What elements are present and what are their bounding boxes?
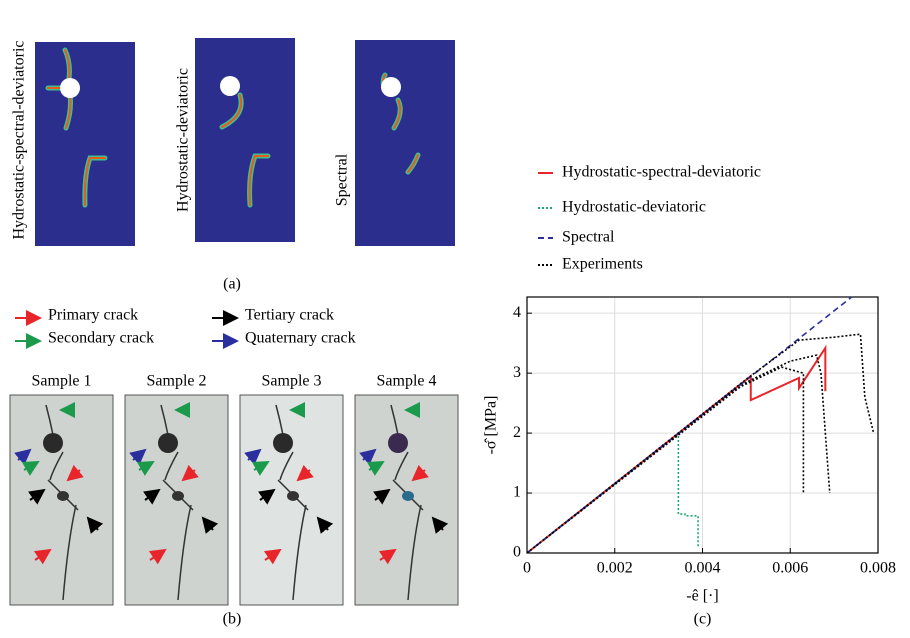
crack-arrow bbox=[66, 464, 84, 482]
y-tick-label: 0 bbox=[513, 544, 521, 561]
x-tick-label: 0.004 bbox=[685, 560, 721, 577]
crack-arrow bbox=[181, 464, 199, 482]
crack bbox=[45, 47, 108, 208]
x-tick-label: 0.008 bbox=[860, 560, 896, 577]
crack-arrow bbox=[14, 448, 32, 466]
sample-label: Sample 2 bbox=[147, 373, 207, 390]
crack-arrow bbox=[296, 464, 314, 482]
crack-arrow bbox=[136, 461, 155, 476]
crack-arrow bbox=[86, 516, 104, 534]
crack-arrow bbox=[21, 461, 40, 476]
crack-arrow bbox=[359, 448, 377, 466]
panel-a: Hydrostatic-spectral-deviatoric Hydrosta… bbox=[11, 38, 455, 293]
legend-label: Quaternary crack bbox=[245, 330, 356, 347]
panel-label: Hydrostatic-spectral-deviatoric bbox=[11, 40, 28, 239]
chart: 0 0.002 0.004 0.006 0.008 0 1 2 3 4 -ê [·] -σ̂ [MPa… bbox=[483, 164, 896, 628]
crack-arrow bbox=[129, 448, 147, 466]
crack bbox=[390, 404, 424, 601]
pin bbox=[172, 491, 184, 501]
pin bbox=[402, 491, 414, 501]
series-line bbox=[526, 333, 875, 554]
hole bbox=[381, 77, 401, 97]
series-line bbox=[526, 344, 827, 554]
legend-label: Hydrostatic-spectral-deviatoric bbox=[562, 164, 761, 181]
simulation-image bbox=[355, 40, 455, 246]
hole bbox=[220, 76, 240, 96]
crack bbox=[275, 404, 309, 601]
crack-arrow bbox=[257, 488, 276, 505]
sample-label: Sample 4 bbox=[377, 373, 437, 390]
crack-arrow bbox=[142, 488, 161, 505]
hole bbox=[158, 433, 178, 453]
legend-label: Secondary crack bbox=[48, 330, 154, 347]
legend-label: Tertiary crack bbox=[245, 307, 334, 324]
crack-arrow bbox=[263, 548, 282, 565]
crack-arrow bbox=[148, 548, 167, 565]
plot-frame bbox=[526, 296, 879, 554]
caption: (c) bbox=[694, 611, 712, 628]
crack bbox=[160, 404, 194, 601]
simulation-image bbox=[195, 38, 295, 242]
crack-arrow bbox=[27, 488, 46, 505]
crack-arrow bbox=[316, 516, 334, 534]
x-tick-label: 0 bbox=[523, 560, 531, 577]
crack bbox=[219, 92, 271, 208]
hole bbox=[60, 78, 80, 98]
y-tick-label: 1 bbox=[513, 484, 521, 501]
hole bbox=[43, 433, 63, 453]
x-tick-label: 0.002 bbox=[597, 560, 633, 577]
panel-label: Spectral bbox=[334, 153, 351, 206]
crack-arrow bbox=[244, 448, 262, 466]
panel-b: Primary crack Tertiary crack Secondary c… bbox=[9, 307, 459, 628]
panel-label: Hydrostatic-deviatoric bbox=[175, 68, 192, 212]
crack-arrow bbox=[431, 516, 449, 534]
series-line bbox=[526, 296, 853, 554]
legend-label: Hydrostatic-deviatoric bbox=[562, 199, 706, 216]
sample-label: Sample 3 bbox=[262, 373, 322, 390]
crack-arrow bbox=[366, 461, 385, 476]
legend-label: Spectral bbox=[562, 229, 615, 246]
crack-arrow bbox=[372, 488, 391, 505]
y-tick-label: 2 bbox=[513, 424, 521, 441]
legend-label: Experiments bbox=[562, 256, 643, 273]
hole bbox=[388, 433, 408, 453]
simulation-image bbox=[35, 42, 135, 246]
hole bbox=[273, 433, 293, 453]
pin bbox=[287, 491, 299, 501]
pin bbox=[57, 491, 69, 501]
crack-arrow bbox=[378, 548, 397, 565]
y-tick-label: 3 bbox=[513, 364, 521, 381]
y-axis-label: -σ̂ [MPa] bbox=[483, 396, 500, 455]
caption: (a) bbox=[223, 276, 241, 293]
x-tick-label: 0.006 bbox=[772, 560, 808, 577]
crack-arrow bbox=[411, 464, 429, 482]
crack-arrow bbox=[201, 516, 219, 534]
sample-label: Sample 1 bbox=[32, 373, 92, 390]
crack bbox=[45, 404, 79, 601]
x-axis-label: -ê [·] bbox=[686, 588, 718, 605]
y-tick-label: 4 bbox=[513, 304, 521, 321]
legend-label: Primary crack bbox=[48, 307, 138, 324]
crack-arrow bbox=[33, 548, 52, 565]
caption: (b) bbox=[223, 611, 242, 628]
crack-arrow bbox=[251, 461, 270, 476]
